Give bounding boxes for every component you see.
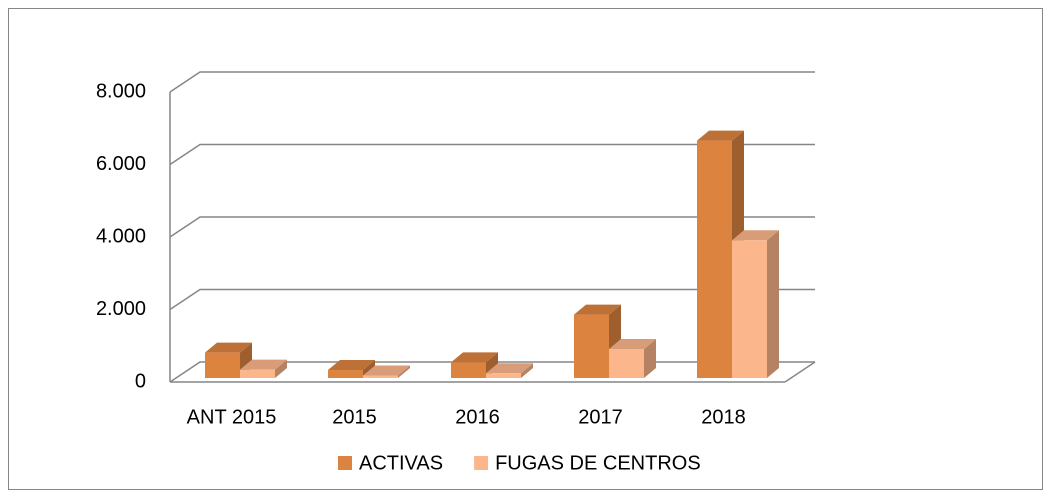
x-tick-label: 2018 [701,406,746,428]
bar [697,140,732,378]
bar-top [328,360,375,371]
x-tick-label: 2016 [455,406,500,428]
y-tick-label: 2.000 [96,298,146,320]
bar [205,352,240,378]
y-tick-label: 8.000 [96,80,146,102]
x-tick-label: 2015 [332,406,377,428]
bar [732,240,767,378]
bar-top [240,359,287,370]
x-tick-label: 2017 [578,406,623,428]
legend-swatch [474,456,489,470]
bar-top [451,352,498,363]
bar-top [732,230,779,241]
bar [486,373,521,378]
bar [574,314,609,378]
legend-label: FUGAS DE CENTROS [495,452,701,474]
bar [363,375,398,378]
grid-line [169,143,815,166]
bar-top [205,342,252,353]
bar [240,369,275,378]
x-tick-label: ANT 2015 [187,406,277,428]
bar-side [275,359,287,378]
grid-line [169,216,815,238]
bar-side [767,230,779,378]
bar-top [363,365,410,376]
bar-top [574,304,621,315]
legend-swatch [338,456,352,470]
bar-side [644,339,656,378]
bar-side [521,363,533,378]
bar-top [697,130,744,141]
bar [609,349,644,378]
bar-top [609,339,656,349]
legend-label: ACTIVAS [359,452,443,474]
floor-edge [784,361,816,383]
bar [451,362,486,378]
bar-side [398,365,410,378]
grid-line [169,71,815,93]
y-tick-label: 6.000 [96,153,146,175]
chart-border [8,8,1043,490]
y-tick-label: 0 [135,370,146,392]
y-tick-label: 4.000 [96,225,146,247]
bar [328,370,363,378]
grid-line [169,288,815,311]
bar-top [486,363,533,374]
